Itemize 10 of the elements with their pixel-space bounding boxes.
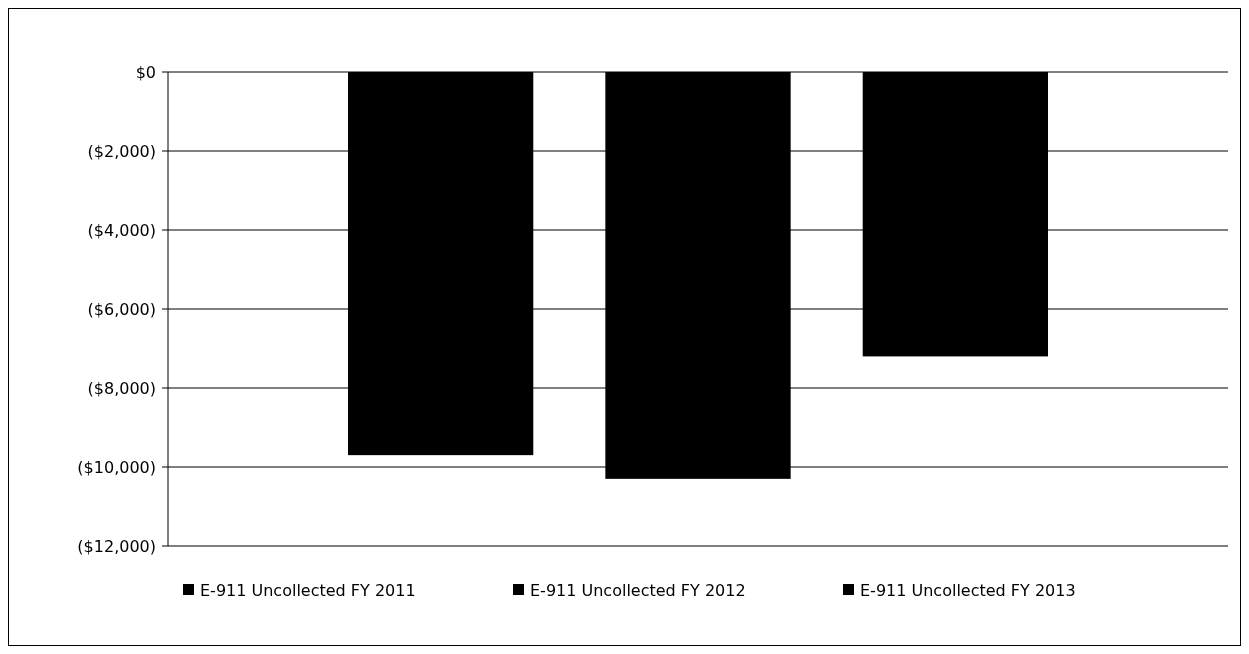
legend-label: E-911 Uncollected FY 2013 (860, 580, 1076, 600)
y-tick-label: ($6,000) (87, 299, 156, 319)
y-tick-label: ($8,000) (87, 378, 156, 398)
legend-label: E-911 Uncollected FY 2012 (530, 580, 746, 600)
y-tick-label: ($10,000) (77, 457, 156, 477)
y-tick-label: ($2,000) (87, 141, 156, 161)
legend-label: E-911 Uncollected FY 2011 (200, 580, 416, 600)
y-tick-label: ($12,000) (77, 536, 156, 556)
y-tick-label: ($4,000) (87, 220, 156, 240)
y-tick-label: $0 (135, 62, 156, 82)
